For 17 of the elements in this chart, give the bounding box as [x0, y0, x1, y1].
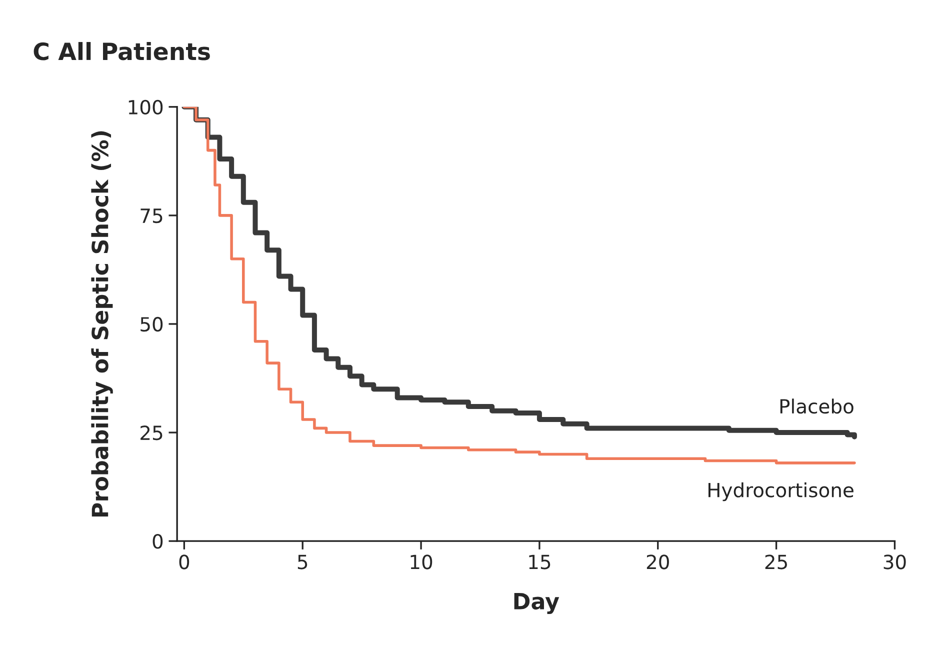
x-tick-label: 0	[179, 554, 190, 570]
series-label: Hydrocortisone	[708, 482, 854, 502]
x-axis-title: Day	[514, 593, 560, 614]
y-tick-label: 25	[140, 425, 162, 440]
x-tick-label: 25	[765, 554, 787, 570]
x-tick-label: 30	[884, 554, 906, 570]
x-tick-label: 5	[298, 554, 308, 570]
x-tick-label: 20	[646, 554, 669, 570]
y-tick-label: 100	[128, 100, 163, 115]
series-label: Placebo	[780, 398, 854, 414]
y-tick-label: 0	[152, 534, 163, 549]
y-tick-label: 75	[140, 208, 162, 224]
x-tick-label: 15	[529, 554, 550, 570]
y-tick-label: 50	[140, 316, 163, 332]
chart-title: C All Patients	[34, 42, 210, 60]
y-axis-title: Probability of Septic Shock (%)	[91, 131, 113, 517]
x-tick-label: 10	[410, 554, 432, 570]
